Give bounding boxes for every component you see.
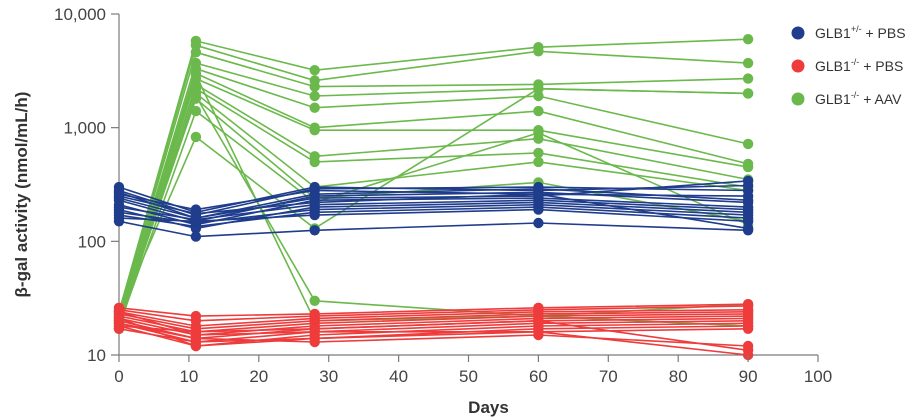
data-point-ko_aav <box>309 90 320 102</box>
y-tick-label: 10 <box>87 346 106 365</box>
data-point-ko_pbs <box>309 323 320 334</box>
data-point-ko_aav <box>190 47 202 58</box>
data-point-ko_aav <box>309 125 320 136</box>
y-tick-label: 10,000 <box>54 5 106 24</box>
x-tick-label: 40 <box>389 367 408 386</box>
data-point-ko_aav <box>309 102 320 113</box>
axis-ticks: 10 100 1,000 10,000 0 10 20 30 40 50 60 70 80 90 100 <box>54 5 832 386</box>
axes <box>118 14 818 356</box>
y-tick-label: 1,000 <box>63 119 106 138</box>
x-tick-label: 30 <box>319 367 338 386</box>
x-axis-label: Days <box>468 398 509 417</box>
data-point-ko_aav <box>533 127 544 139</box>
data-point-ko_aav <box>533 105 544 117</box>
data-point-het_pbs <box>533 204 544 215</box>
series-line-het_pbs <box>118 220 749 238</box>
x-tick-label: 60 <box>529 367 548 386</box>
y-axis-label: β-gal activity (nmol/mL/h) <box>12 92 31 298</box>
data-point-het_pbs <box>190 231 202 242</box>
x-tick-label: 20 <box>249 367 268 386</box>
x-tick-label: 80 <box>669 367 688 386</box>
x-tick-label: 100 <box>804 367 832 386</box>
data-point-ko_aav <box>190 131 202 143</box>
data-point-ko_aav <box>309 81 320 92</box>
data-point-ko_pbs <box>742 345 754 356</box>
x-tick-label: 0 <box>114 367 123 386</box>
data-point-ko_aav <box>742 88 754 99</box>
data-point-ko_aav <box>309 156 320 168</box>
x-tick-label: 10 <box>179 367 198 386</box>
data-point-ko_aav <box>742 161 754 173</box>
data-point-ko_pbs <box>533 315 544 326</box>
data-point-ko_aav <box>742 138 754 150</box>
data-point-ko_pbs <box>742 323 754 334</box>
legend-label-ko_pbs: GLB1-/- + PBS <box>815 57 903 74</box>
data-point-ko_aav <box>533 90 544 102</box>
data-point-ko_aav <box>190 69 202 81</box>
data-point-ko_aav <box>533 147 544 159</box>
data-point-ko_pbs <box>190 326 202 337</box>
x-tick-label: 90 <box>739 367 758 386</box>
data-point-ko_aav <box>309 295 320 306</box>
data-point-ko_pbs <box>113 313 125 324</box>
data-point-het_pbs <box>533 189 544 200</box>
data-point-ko_aav <box>309 65 320 76</box>
legend: GLB1+/- + PBS GLB1-/- + PBS GLB1-/- + AAV <box>791 24 906 107</box>
data-point-het_pbs <box>309 209 320 221</box>
legend-label-het_pbs: GLB1+/- + PBS <box>815 24 906 41</box>
data-point-ko_aav <box>742 57 754 69</box>
y-tick-label: 100 <box>78 232 106 251</box>
data-point-het_pbs <box>742 175 754 187</box>
series-lines <box>118 38 749 356</box>
series-line-ko_aav <box>118 109 749 327</box>
data-point-het_pbs <box>742 223 754 234</box>
legend-marker-het_pbs <box>791 26 805 40</box>
legend-label-ko_aav: GLB1-/- + AAV <box>815 90 902 107</box>
data-point-ko_pbs <box>113 320 125 332</box>
legend-marker-ko_pbs <box>791 59 805 73</box>
data-point-het_pbs <box>533 217 544 229</box>
data-point-ko_pbs <box>309 333 320 344</box>
data-point-het_pbs <box>309 197 320 208</box>
data-point-het_pbs <box>113 216 125 227</box>
data-point-het_pbs <box>190 208 202 219</box>
data-point-ko_aav <box>742 34 754 45</box>
data-point-ko_pbs <box>533 326 544 337</box>
data-point-ko_aav <box>533 156 544 168</box>
data-point-ko_aav <box>533 83 544 94</box>
legend-marker-ko_aav <box>791 92 805 106</box>
data-point-ko_pbs <box>190 340 202 352</box>
x-tick-label: 50 <box>459 367 478 386</box>
x-tick-label: 70 <box>599 367 618 386</box>
data-point-ko_aav <box>190 90 202 102</box>
data-point-ko_aav <box>742 73 754 84</box>
series-points <box>113 34 754 361</box>
data-point-ko_aav <box>190 105 202 117</box>
data-point-het_pbs <box>309 225 320 236</box>
data-point-het_pbs <box>113 190 125 202</box>
series-line-ko_aav <box>118 38 749 313</box>
data-point-ko_aav <box>533 46 544 57</box>
